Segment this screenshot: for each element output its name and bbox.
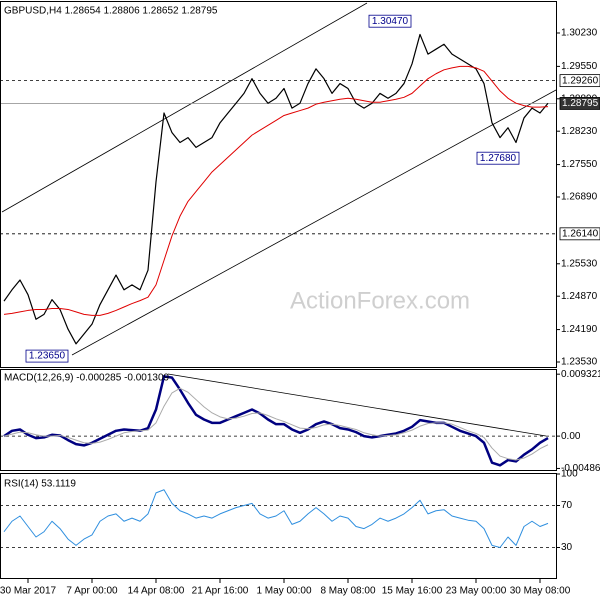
y-tick-label: 100 xyxy=(561,469,578,480)
y-tick-label: 1.26890 xyxy=(561,192,598,203)
series-line xyxy=(3,375,549,467)
y-tick-label: 30 xyxy=(561,542,573,553)
series-line xyxy=(3,387,549,461)
channel-line xyxy=(71,89,557,356)
rsi-title: RSI(14) 53.1119 xyxy=(4,479,76,490)
annotation-box xyxy=(476,151,520,165)
y-tick-label: 70 xyxy=(561,500,573,511)
y-tick-label: 1.25530 xyxy=(561,258,598,269)
current-price-label: 1.28795 xyxy=(562,98,599,109)
annotation-label: 1.23650 xyxy=(29,351,66,362)
channel-line xyxy=(1,2,368,213)
macd-panel xyxy=(0,369,557,471)
level-label-box xyxy=(559,74,600,88)
y-tick-label: 1.27550 xyxy=(561,159,598,170)
series-line xyxy=(3,33,549,345)
watermark: ActionForex.com xyxy=(290,287,470,314)
x-tick-label: 8 May 08:00 xyxy=(320,586,375,597)
annotation-box xyxy=(25,349,69,363)
macd-title: MACD(12,26,9) -0.000285 -0.001309 xyxy=(4,373,170,384)
y-tick-label: -0.004866 xyxy=(561,463,600,474)
annotation-label: 1.30470 xyxy=(372,16,409,27)
y-tick-label: 0.009321 xyxy=(561,369,600,380)
chart-title: GBPUSD,H4 1.28654 1.28806 1.28652 1.2879… xyxy=(4,6,218,17)
y-tick-label: 1.30230 xyxy=(561,28,598,39)
level-label: 1.26140 xyxy=(562,228,599,239)
y-tick-label: 1.24870 xyxy=(561,291,598,302)
series-line xyxy=(3,489,549,548)
level-label-box xyxy=(559,227,600,241)
x-tick-label: 7 Apr 00:00 xyxy=(66,586,118,597)
annotation-box xyxy=(368,14,412,28)
x-tick-label: 21 Apr 16:00 xyxy=(192,586,249,597)
series-line xyxy=(3,65,549,316)
x-tick-label: 14 Apr 08:00 xyxy=(128,586,185,597)
y-tick-label: 1.24190 xyxy=(561,324,598,335)
y-tick-label: 0.00 xyxy=(561,431,581,442)
current-price-label-box xyxy=(559,97,600,110)
x-tick-label: 30 May 08:00 xyxy=(510,586,571,597)
y-tick-label: 1.23530 xyxy=(561,357,598,368)
main-panel xyxy=(0,1,557,368)
trend-line xyxy=(167,373,547,437)
rsi-panel xyxy=(0,473,557,579)
x-tick-label: 1 May 00:00 xyxy=(256,586,311,597)
x-tick-label: 15 May 16:00 xyxy=(382,586,443,597)
y-tick-label: 1.29550 xyxy=(561,61,598,72)
x-tick-label: 30 Mar 2017 xyxy=(0,586,57,597)
x-tick-label: 23 May 00:00 xyxy=(446,586,507,597)
y-tick-label: 1.28230 xyxy=(561,126,598,137)
annotation-label: 1.27680 xyxy=(480,153,517,164)
level-label: 1.29260 xyxy=(562,75,599,86)
